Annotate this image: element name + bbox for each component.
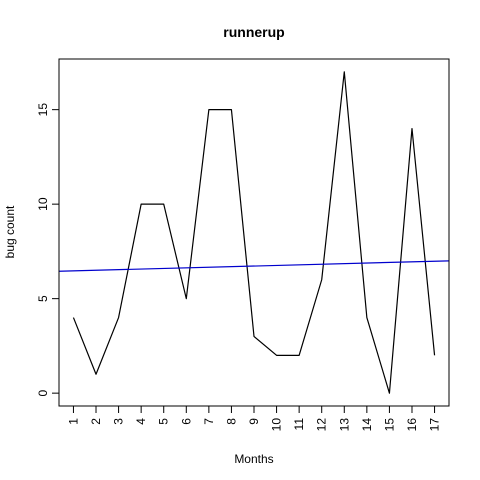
x-tick-label: 13 xyxy=(337,418,351,432)
plot-area xyxy=(58,71,450,394)
x-tick-label: 11 xyxy=(292,418,306,431)
y-tick-label: 15 xyxy=(36,103,50,117)
y-axis: 0 5 10 15 xyxy=(36,103,60,396)
x-tick-label: 17 xyxy=(428,418,442,432)
x-tick-label: 6 xyxy=(179,418,193,425)
x-tick-label: 4 xyxy=(134,418,148,425)
y-tick-label: 5 xyxy=(36,295,50,302)
chart-title: runnerup xyxy=(223,24,284,40)
x-tick-label: 10 xyxy=(270,418,284,432)
y-tick-label: 0 xyxy=(36,389,50,396)
x-tick-label: 16 xyxy=(405,418,419,432)
x-tick-label: 7 xyxy=(202,418,216,425)
x-tick-label: 12 xyxy=(315,418,329,432)
x-tick-label: 14 xyxy=(360,418,374,432)
x-tick-label: 15 xyxy=(382,418,396,432)
x-tick-label: 2 xyxy=(89,418,103,425)
series-line xyxy=(72,71,436,394)
x-tick-label: 5 xyxy=(157,418,171,425)
x-tick-label: 1 xyxy=(66,418,80,425)
x-tick-label: 8 xyxy=(224,418,238,425)
x-axis: 1 2 3 4 5 6 7 8 9 10 11 12 13 14 15 16 17 xyxy=(66,405,442,432)
y-axis-label: bug count xyxy=(3,205,17,258)
x-tick-label: 9 xyxy=(247,418,261,425)
y-tick-label: 10 xyxy=(36,197,50,211)
x-tick-label: 3 xyxy=(112,418,126,425)
x-axis-label: Months xyxy=(234,452,273,466)
trend-line xyxy=(58,260,450,272)
